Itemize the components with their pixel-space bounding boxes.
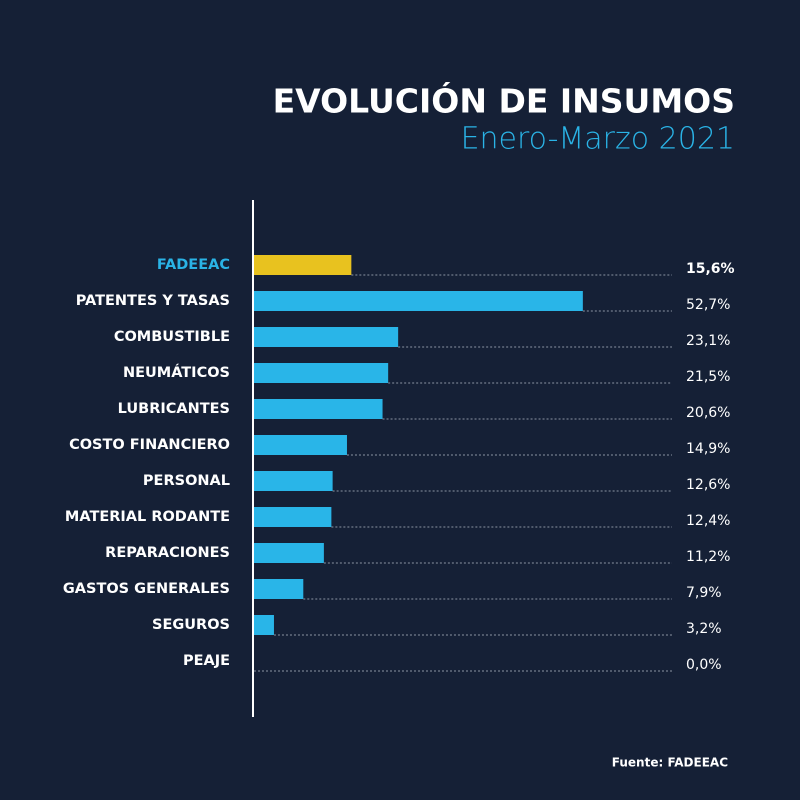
value-label: 14,9%: [686, 441, 730, 457]
bar: [254, 471, 333, 491]
value-label: 7,9%: [686, 585, 722, 601]
category-label: GASTOS GENERALES: [63, 581, 230, 597]
category-label: PATENTES Y TASAS: [76, 293, 230, 309]
category-label: FADEEAC: [157, 257, 230, 273]
value-label: 3,2%: [686, 621, 722, 637]
bar: [254, 255, 352, 275]
bar: [254, 363, 389, 383]
value-label: 52,7%: [686, 297, 730, 313]
value-label: 20,6%: [686, 405, 730, 421]
category-label: PEAJE: [183, 653, 230, 669]
bar: [254, 399, 383, 419]
category-label: MATERIAL RODANTE: [65, 509, 230, 525]
bar: [254, 291, 583, 311]
category-label: SEGUROS: [152, 617, 230, 633]
bar: [254, 327, 399, 347]
category-label: LUBRICANTES: [118, 401, 230, 417]
category-label: PERSONAL: [143, 473, 230, 489]
value-label: 0,0%: [686, 657, 722, 673]
category-label: REPARACIONES: [105, 545, 230, 561]
chart-subtitle: Enero-Marzo 2021: [461, 122, 735, 157]
bar: [254, 543, 324, 563]
bar: [254, 615, 274, 635]
category-label: COSTO FINANCIERO: [69, 437, 230, 453]
value-label: 15,6%: [686, 261, 735, 277]
value-label: 12,4%: [686, 513, 730, 529]
value-label: 11,2%: [686, 549, 730, 565]
bar: [254, 507, 332, 527]
value-label: 21,5%: [686, 369, 730, 385]
bar: [254, 435, 347, 455]
value-label: 23,1%: [686, 333, 730, 349]
category-label: NEUMÁTICOS: [123, 364, 230, 381]
source-note: Fuente: FADEEAC: [612, 756, 728, 770]
bar: [254, 579, 304, 599]
category-label: COMBUSTIBLE: [114, 329, 230, 345]
value-label: 12,6%: [686, 477, 730, 493]
chart-title: EVOLUCIÓN DE INSUMOS: [273, 81, 735, 121]
